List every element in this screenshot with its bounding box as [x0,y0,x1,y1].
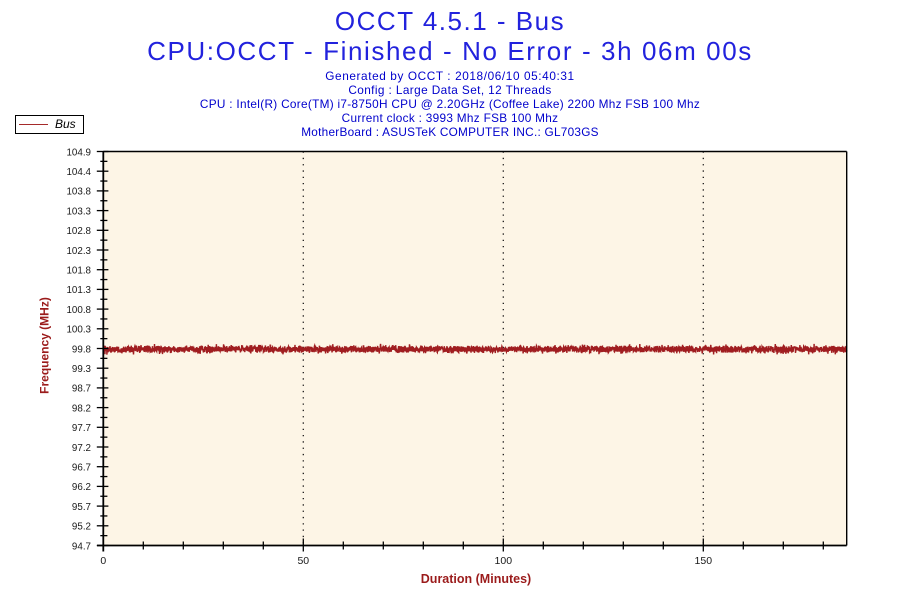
svg-text:103.8: 103.8 [66,187,91,198]
svg-text:50: 50 [297,555,309,567]
svg-text:100: 100 [495,555,513,567]
svg-text:104.4: 104.4 [66,167,91,178]
svg-text:103.3: 103.3 [66,206,91,217]
svg-text:98.7: 98.7 [72,384,91,395]
svg-text:97.2: 97.2 [72,443,91,454]
svg-text:100.3: 100.3 [66,325,91,336]
svg-text:94.7: 94.7 [72,541,91,552]
svg-text:104.9: 104.9 [66,147,91,158]
svg-text:96.7: 96.7 [72,463,91,474]
svg-text:96.2: 96.2 [72,482,91,493]
svg-text:101.8: 101.8 [66,266,91,277]
svg-text:150: 150 [695,555,713,567]
svg-text:0: 0 [100,555,106,567]
svg-text:101.3: 101.3 [66,285,91,296]
svg-text:97.7: 97.7 [72,423,91,434]
svg-text:Duration (Minutes): Duration (Minutes) [421,572,531,586]
svg-text:95.7: 95.7 [72,502,91,513]
svg-text:102.3: 102.3 [66,246,91,257]
svg-text:Frequency (MHz): Frequency (MHz) [38,297,52,394]
svg-text:100.8: 100.8 [66,305,91,316]
svg-text:99.3: 99.3 [72,364,92,375]
svg-text:98.2: 98.2 [72,403,91,414]
svg-text:99.8: 99.8 [72,344,92,355]
svg-text:95.2: 95.2 [72,522,91,533]
svg-text:102.8: 102.8 [66,226,91,237]
